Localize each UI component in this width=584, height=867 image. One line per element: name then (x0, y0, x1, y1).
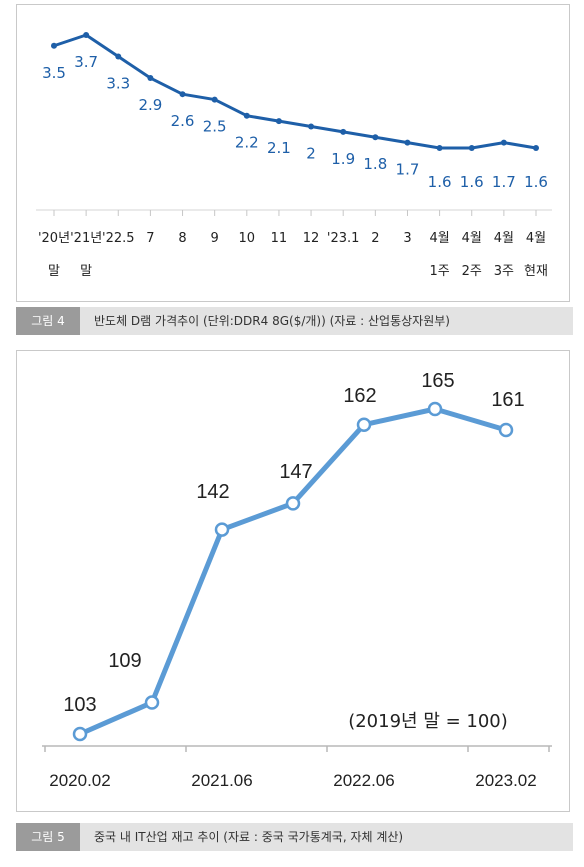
x-tick-label-dram-line2: 말 (80, 264, 92, 279)
chart-panel-dram-price (16, 4, 570, 302)
figure-tag-4: 그림 4 (16, 307, 80, 335)
data-label-dram: 2.1 (267, 139, 291, 157)
x-tick-label-dram: 10 (239, 231, 256, 246)
x-tick-label-inventory: 2020.02 (49, 771, 110, 790)
x-tick-label-dram: '22.5 (102, 231, 135, 246)
data-label-dram: 2.9 (138, 96, 162, 114)
data-point-dram (211, 96, 218, 103)
x-tick-label-dram: 12 (303, 231, 320, 246)
figure-tag-5: 그림 5 (16, 823, 80, 851)
data-label-inventory: 103 (63, 694, 96, 716)
x-tick-label-inventory: 2022.06 (333, 771, 394, 790)
x-tick-label-dram: 4월 (494, 231, 514, 246)
data-label-dram: 2 (306, 144, 316, 162)
x-tick-label-dram: 11 (271, 231, 288, 246)
data-label-inventory: 162 (343, 385, 376, 407)
data-label-inventory: 109 (108, 650, 141, 672)
x-tick-label-dram: 8 (178, 231, 186, 246)
data-point-inventory (144, 695, 160, 710)
data-point-inventory (285, 496, 301, 511)
data-label-dram: 1.7 (492, 173, 516, 191)
x-tick-label-dram: 4월 (429, 231, 449, 246)
data-label-dram: 1.6 (428, 173, 452, 191)
x-tick-label-dram-line2: 말 (48, 264, 60, 279)
data-point-inventory (72, 726, 88, 742)
x-tick-label-dram: 2 (371, 231, 379, 246)
x-tick-label-dram: 9 (211, 231, 219, 246)
data-point-dram (147, 75, 154, 82)
data-label-dram: 1.9 (331, 150, 355, 168)
x-tick-label-inventory: 2021.06 (191, 771, 252, 790)
data-label-dram: 1.6 (524, 173, 548, 191)
data-label-inventory: 161 (491, 389, 524, 411)
data-label-dram: 2.5 (203, 118, 227, 136)
x-tick-label-dram: 7 (146, 231, 154, 246)
data-point-dram (533, 145, 539, 151)
data-point-dram (500, 139, 507, 146)
figure-caption-4-text: 반도체 D램 가격추이 (단위:DDR4 8G($/개)) (자료 : 산업통상… (94, 314, 450, 328)
data-label-dram: 3.7 (74, 53, 98, 71)
chart-china-it-inventory: 103 109 142 147 162 165 161 (2019년 말 = 100) 2020… (42, 370, 552, 790)
data-point-inventory (356, 417, 372, 432)
data-point-dram (308, 123, 315, 130)
data-label-dram: 2.6 (171, 112, 195, 130)
data-label-dram: 1.7 (396, 161, 420, 179)
data-label-dram: 1.8 (363, 155, 387, 173)
data-point-dram (83, 32, 90, 38)
data-label-dram: 3.5 (42, 64, 66, 82)
x-tick-label-dram-line2: 현재 (524, 264, 548, 279)
data-point-inventory (498, 422, 514, 438)
data-point-inventory (214, 522, 230, 537)
data-label-inventory: 165 (421, 370, 454, 392)
series-line-inventory (77, 406, 509, 737)
data-point-dram (179, 91, 186, 98)
data-label-dram: 3.3 (106, 75, 130, 93)
data-point-dram (115, 53, 122, 60)
x-tick-label-dram-line2: 1주 (429, 264, 449, 279)
x-tick-label-dram-line2: 2주 (462, 264, 482, 279)
x-tick-label-dram: '21년 (70, 231, 102, 246)
x-tick-label-dram: 4월 (462, 231, 482, 246)
data-point-dram (51, 42, 57, 49)
x-tick-label-dram: 4월 (526, 231, 546, 246)
data-point-dram (340, 128, 347, 135)
x-tick-label-dram-line2: 3주 (494, 264, 514, 279)
data-point-dram (372, 134, 379, 141)
figure-caption-5-text: 중국 내 IT산업 재고 추이 (자료 : 중국 국가통계국, 자체 계산) (94, 830, 404, 844)
series-line-dram (53, 33, 537, 150)
data-point-dram (436, 145, 443, 151)
x-tick-label-dram: '20년 (38, 231, 70, 246)
data-label-inventory: 142 (196, 481, 229, 503)
data-label-inventory: 147 (279, 461, 312, 483)
data-label-dram: 1.6 (460, 173, 484, 191)
data-point-dram (275, 118, 282, 125)
chart-dram-price: 3.5 3.7 3.3 2.9 2.6 2.5 2.2 2.1 2 1.9 1.8 1.7 1.6 1.6… (36, 32, 552, 279)
x-tick-label-inventory: 2023.02 (475, 771, 536, 790)
figure-caption-4: 그림 4 반도체 D램 가격추이 (단위:DDR4 8G($/개)) (자료 :… (16, 307, 573, 335)
x-tick-label-dram: '23.1 (327, 231, 360, 246)
data-point-dram (468, 145, 475, 151)
base-year-note: (2019년 말 = 100) (348, 711, 508, 732)
data-point-inventory (427, 401, 443, 417)
x-tick-label-dram: 3 (403, 231, 411, 246)
data-point-dram (404, 139, 411, 146)
data-point-dram (243, 112, 250, 119)
figure-caption-5: 그림 5 중국 내 IT산업 재고 추이 (자료 : 중국 국가통계국, 자체 … (16, 823, 573, 851)
data-label-dram: 2.2 (235, 134, 259, 152)
chart-panel-china-it-inventory (16, 350, 570, 812)
